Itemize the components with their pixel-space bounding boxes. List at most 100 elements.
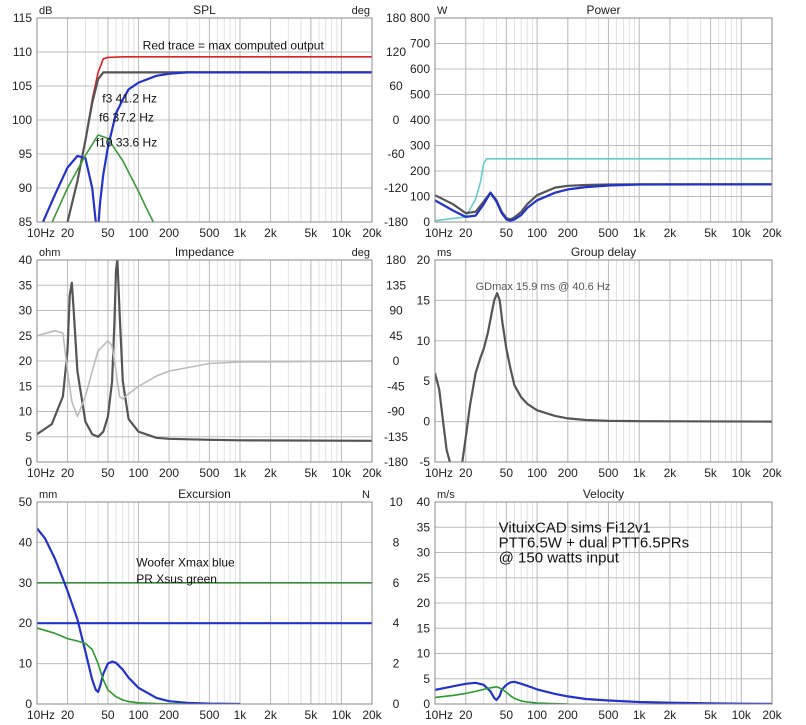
series-line [435,680,772,704]
x-tick-label: 100 [128,708,148,722]
x-tick-label: 10k [332,708,352,722]
plot-frame [36,259,373,463]
y-tick-label: 10 [19,405,33,419]
x-tick-label: 50 [500,466,514,480]
x-tick-label: 10k [732,226,752,240]
y-tick-label: 15 [417,293,431,307]
series-line [37,329,372,418]
y-tick-label: 85 [19,215,33,229]
x-tick-label: 10Hz [27,226,55,240]
series-line [37,260,372,442]
x-tick-label: 10Hz [27,466,55,480]
annotation: Red trace = max computed output [143,38,325,52]
series-group [41,56,372,222]
x-tick-label: 100 [128,226,148,240]
y-right-tick-label: 135 [386,278,406,292]
chart-title: Velocity [583,487,624,501]
unit-left: ohm [39,247,60,259]
x-tick-label: 20k [762,466,782,480]
plot-area [435,260,772,462]
unit-left: mm [39,489,57,501]
unit-right: deg [352,5,370,17]
x-tick-label: 10k [732,466,752,480]
y-tick-label: 20 [19,616,33,630]
plot-frame [434,501,773,705]
unit-left: dB [39,5,52,17]
unit-left: ms [437,247,452,259]
plot-area [37,502,372,704]
x-tick-label: 20 [61,466,75,480]
series-line [37,627,187,704]
y-tick-label: 50 [19,495,33,509]
x-tick-label: 50 [500,708,514,722]
x-tick-label: 100 [527,226,547,240]
x-tick-label: 20k [762,708,782,722]
y-right-tick-label: 4 [393,616,400,630]
x-tick-label: 20 [61,226,75,240]
y-right-tick-label: -120 [384,181,408,195]
x-tick-label: 10Hz [27,708,55,722]
y-tick-label: 40 [19,535,33,549]
series-line [435,183,772,222]
x-tick-label: 5k [305,226,319,240]
chart-title: SPL [193,3,216,17]
y-tick-label: 40 [417,495,431,509]
plot-frame [434,17,773,223]
y-right-tick-label: 0 [393,354,400,368]
y-tick-label: 35 [417,520,431,534]
y-tick-label: 0 [423,697,430,711]
y-tick-label: 105 [12,79,32,93]
x-tick-label: 500 [199,226,219,240]
y-tick-label: 0 [25,697,32,711]
y-tick-label: 200 [410,164,430,178]
series-group [435,292,772,462]
y-tick-label: 20 [417,596,431,610]
y-right-tick-label: 180 [386,11,406,25]
annotation: f10 33.6 Hz [96,136,157,150]
x-tick-label: 1k [633,466,647,480]
y-tick-label: 30 [417,546,431,560]
unit-left: W [437,5,448,17]
y-right-tick-label: 0 [393,697,400,711]
x-tick-label: 200 [159,466,179,480]
x-tick-label: 500 [199,708,219,722]
x-tick-label: 5k [305,466,319,480]
unit-right: deg [352,247,370,259]
y-tick-label: 30 [19,304,33,318]
y-right-tick-label: 6 [393,576,400,590]
annotation: f3 41.2 Hz [102,91,157,105]
y-tick-label: 110 [13,45,32,59]
x-tick-label: 20k [362,466,382,480]
y-tick-label: 400 [410,113,430,127]
x-tick-label: 100 [128,466,148,480]
y-right-tick-label: 90 [389,304,403,318]
y-right-tick-label: 10 [389,495,403,509]
y-tick-label: 35 [19,278,33,292]
x-tick-label: 10Hz [425,708,453,722]
x-tick-label: 500 [199,466,219,480]
x-tick-label: 1k [633,708,647,722]
x-tick-label: 1k [234,708,248,722]
y-tick-label: 600 [410,62,430,76]
y-tick-label: 10 [417,647,431,661]
y-tick-label: 0 [25,455,32,469]
plot-frame [434,259,773,463]
y-tick-label: 25 [19,329,33,343]
y-right-tick-label: -180 [384,215,408,229]
y-right-tick-label: 60 [389,79,403,93]
x-tick-label: 2k [664,708,678,722]
y-tick-label: 115 [13,11,32,25]
y-tick-label: 15 [19,379,33,393]
y-tick-label: -5 [419,455,430,469]
y-right-tick-label: -135 [384,430,408,444]
y-tick-label: 5 [423,672,430,686]
x-tick-label: 2k [264,708,278,722]
y-right-tick-label: -60 [387,147,405,161]
y-tick-label: 20 [417,253,431,267]
chart-title: Power [586,3,620,17]
x-tick-label: 200 [159,226,179,240]
y-tick-label: 5 [25,430,32,444]
y-tick-label: 40 [19,253,33,267]
y-tick-label: 300 [410,139,430,153]
annotation: f6 37.2 Hz [99,110,154,124]
